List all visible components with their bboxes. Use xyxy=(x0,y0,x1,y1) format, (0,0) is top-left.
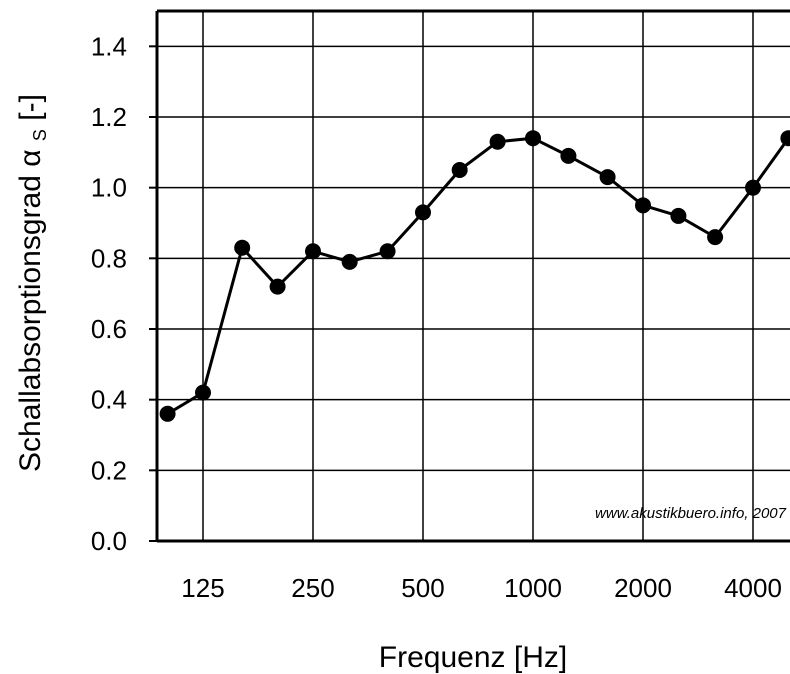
x-tick-label: 2000 xyxy=(614,573,672,603)
data-point xyxy=(305,243,321,260)
data-point xyxy=(234,239,251,256)
data-point xyxy=(635,197,651,214)
data-point xyxy=(379,243,396,260)
data-point xyxy=(707,229,724,246)
data-point xyxy=(269,278,286,295)
y-axis-label: Schallabsorptionsgrad α S [-] xyxy=(14,94,53,472)
x-tick-label: 1000 xyxy=(504,573,562,603)
y-tick-label: 0.6 xyxy=(91,314,127,344)
data-point xyxy=(489,133,506,150)
x-tick-label: 250 xyxy=(291,573,334,603)
data-point xyxy=(451,162,468,178)
x-tick-label: 500 xyxy=(401,573,444,603)
y-tick-label: 1.0 xyxy=(91,173,127,203)
y-axis-label-subscript: S xyxy=(30,129,50,141)
y-axis-label-main: Schallabsorptionsgrad xyxy=(14,167,47,472)
x-axis-ticks: 125 250 500 1000 2000 4000 xyxy=(181,573,782,603)
y-tick-label: 0.2 xyxy=(91,455,127,485)
data-point xyxy=(599,169,616,186)
data-point xyxy=(195,384,211,401)
data-point xyxy=(560,147,577,164)
y-axis-ticks: 0.0 0.2 0.4 0.6 0.8 1.0 1.2 1.4 xyxy=(91,31,157,556)
y-tick-label: 1.2 xyxy=(91,102,127,132)
x-tick-label: 4000 xyxy=(724,573,782,603)
data-point xyxy=(159,405,176,422)
data-point xyxy=(341,253,358,270)
data-point xyxy=(745,179,761,196)
y-tick-label: 0.8 xyxy=(91,243,127,273)
data-series xyxy=(159,130,790,422)
y-axis-label-unit: [-] xyxy=(14,94,47,121)
data-point xyxy=(525,130,541,147)
y-axis-label-symbol: α xyxy=(14,149,47,166)
data-point xyxy=(670,207,687,224)
y-tick-label: 0.0 xyxy=(91,526,127,556)
data-point xyxy=(780,130,790,147)
grid-lines xyxy=(157,11,790,541)
y-tick-label: 0.4 xyxy=(91,385,127,415)
watermark: www.akustikbuero.info, 2007 xyxy=(595,505,787,522)
y-tick-label: 1.4 xyxy=(91,31,127,61)
x-tick-label: 125 xyxy=(181,573,224,603)
series-line xyxy=(166,136,790,416)
x-axis-label: Frequenz [Hz] xyxy=(379,641,567,674)
plot-frame xyxy=(155,9,790,543)
data-point xyxy=(415,204,431,221)
